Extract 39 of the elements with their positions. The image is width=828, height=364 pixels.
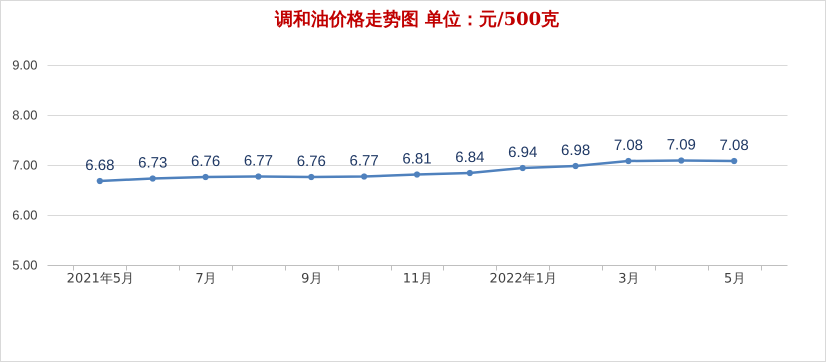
point: [414, 171, 420, 178]
y-tick-label: 7.00: [12, 158, 38, 172]
point: [96, 178, 104, 184]
point: [625, 158, 632, 164]
y-tick-label: 8.00: [12, 108, 38, 122]
x-tick-label: 9月: [301, 272, 322, 286]
data-label: 7.09: [666, 136, 696, 154]
data-label: 6.76: [190, 153, 220, 170]
data-label: 7.08: [614, 137, 644, 154]
data-label: 6.76: [296, 153, 326, 170]
x-tick-label: 2021年5月: [66, 272, 134, 286]
data-label: 6.77: [350, 152, 379, 170]
x-tick-label: 11月: [402, 272, 432, 286]
y-tick-label: 6.00: [12, 208, 38, 222]
point: [466, 170, 474, 176]
data-label: 6.84: [455, 149, 484, 166]
data-label: 6.77: [244, 152, 274, 170]
point: [572, 162, 579, 170]
data-label: 6.81: [402, 150, 432, 168]
point: [360, 173, 368, 180]
x-tick-label: 3月: [618, 272, 640, 286]
point: [730, 158, 738, 164]
data-label: 6.94: [508, 144, 538, 161]
x-tick-label: 7月: [195, 272, 217, 286]
point: [255, 173, 262, 180]
x-tick-label: 2022年1月: [490, 272, 557, 286]
y-tick-label: 9.00: [12, 58, 38, 72]
data-label: 7.08: [720, 137, 749, 154]
point: [308, 174, 314, 180]
data-label: 6.98: [560, 142, 590, 159]
y-tick-label: 5.00: [12, 258, 38, 272]
point: [678, 157, 684, 164]
point: [202, 174, 209, 180]
chart-title: 调和油价格走势图 单位：元/500克: [274, 9, 560, 30]
point: [150, 175, 156, 182]
x-tick-label: 5月: [724, 272, 746, 286]
data-label: 6.73: [138, 154, 168, 172]
point: [520, 164, 526, 172]
data-label: 6.68: [85, 157, 114, 174]
